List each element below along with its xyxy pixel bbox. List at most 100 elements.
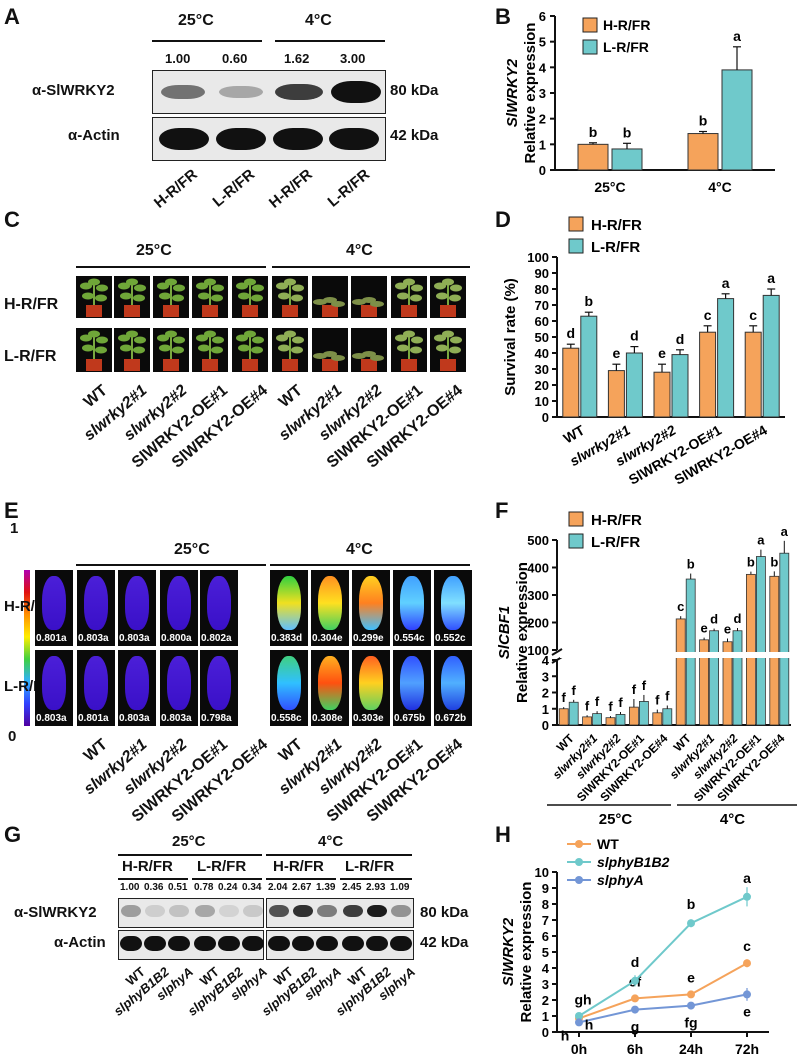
plant-icon [352, 297, 384, 317]
leaf-image: 0.798a [200, 650, 238, 726]
y-axis-label: SlWRKY2Relative expression [504, 23, 539, 164]
significance-letter: b [585, 293, 594, 309]
temp-4-line [270, 564, 470, 566]
fvfm-value: 0.803a [119, 633, 150, 644]
y-tick-label: 10 [535, 865, 549, 880]
row-label-wrky: α-SlWRKY2 [32, 82, 115, 99]
plant-photo [312, 276, 348, 318]
plant-photo [430, 328, 466, 372]
y-tick-label: 400 [527, 561, 549, 576]
blot-band [329, 128, 379, 150]
y-tick-label: 4 [542, 961, 550, 976]
temp-4-line [266, 854, 412, 856]
band-value: 1.39 [316, 882, 336, 893]
significance-letter: b [770, 554, 778, 569]
fvfm-value: 0.552c [435, 633, 466, 644]
series-line [578, 962, 748, 1020]
bar [662, 708, 673, 726]
significance-letter: c [749, 307, 757, 323]
bar [577, 143, 609, 171]
band-value: 0.78 [194, 882, 214, 893]
bar [611, 148, 643, 171]
plant-photo [351, 328, 387, 372]
blot-band [390, 936, 412, 951]
bar [687, 133, 719, 171]
blot-band [367, 905, 387, 917]
bar [732, 630, 743, 726]
condition-label: L-R/FR [197, 858, 247, 875]
leaf-image: 0.299e [352, 570, 390, 646]
significance-letter: b [687, 557, 695, 572]
plant-photo [76, 328, 112, 372]
fvfm-value: 0.672b [435, 713, 467, 724]
plant-icon [434, 330, 462, 371]
bar [744, 331, 762, 418]
blot-band [145, 905, 165, 917]
y-tick-label: 2 [539, 112, 546, 127]
data-point [631, 994, 639, 1003]
significance-letter: a [757, 533, 765, 548]
blot-band [161, 85, 205, 99]
axis-break [551, 648, 563, 656]
blot-wrky-strip [152, 70, 386, 114]
fvfm-value: 0.299e [353, 633, 384, 644]
legend-swatch-h [568, 511, 584, 527]
blot-wrky-4 [266, 898, 414, 928]
lane-label: L-R/FR [209, 166, 258, 211]
y-tick-label: 1 [542, 702, 549, 717]
legend-swatch-h [568, 216, 584, 232]
plant-photo [114, 328, 150, 372]
panel-letter-d: D [495, 207, 511, 232]
scale-label: 5cm [452, 375, 467, 382]
condition-label: H-R/FR [273, 858, 324, 875]
significance-letter: g [631, 1019, 640, 1035]
band-value: 1.62 [284, 51, 310, 66]
plant-icon [276, 330, 304, 371]
plant-icon [276, 278, 304, 317]
plant-photo [232, 328, 268, 372]
blot-band [242, 936, 264, 951]
plant-photo [153, 276, 189, 318]
row-label-h: H-R/FR [4, 296, 59, 313]
significance-letter: c [677, 599, 684, 614]
bar [652, 712, 663, 726]
panel-letter-a: A [4, 4, 20, 29]
bar [762, 294, 780, 418]
fvfm-value: 0.802a [201, 633, 232, 644]
leaf-shape [400, 656, 424, 710]
plant-photo [351, 276, 387, 318]
y-tick-label: 5 [542, 945, 549, 960]
y-axis-label: Survival rate (%) [502, 278, 519, 396]
x-tick-label: WT [560, 422, 587, 447]
leaf-shape [277, 656, 301, 710]
series-line [578, 993, 748, 1024]
temp-25-line [76, 266, 266, 268]
y-tick-label: 8 [542, 897, 549, 912]
fvfm-value: 0.675b [394, 713, 426, 724]
y-tick-label: 1 [542, 1009, 549, 1024]
bar [607, 370, 625, 418]
blot-band [342, 936, 364, 951]
fvfm-value: 0.803a [78, 633, 109, 644]
data-point [575, 1012, 583, 1020]
y-tick-label: 6 [539, 9, 546, 24]
plant-icon [118, 278, 146, 317]
plant-icon [236, 330, 264, 371]
blot-band [366, 936, 388, 951]
y-tick-label: 60 [535, 314, 549, 329]
blot-band [343, 905, 363, 917]
scale-bottom: 0 [8, 728, 17, 745]
plant-photo [114, 276, 150, 318]
significance-letter: f [595, 694, 600, 709]
leaf-image: 0.803a [160, 650, 198, 726]
significance-letter: e [687, 969, 695, 985]
significance-letter: d [710, 612, 718, 627]
legend-label-l: L-R/FR [603, 39, 649, 55]
leaf-image: 0.554c [393, 570, 431, 646]
blot-band [144, 936, 166, 951]
data-point [687, 990, 695, 999]
y-tick-label: 50 [535, 330, 549, 345]
bar [568, 701, 579, 726]
legend-label-h: H-R/FR [591, 217, 642, 234]
kda-42: 42 kDa [420, 934, 469, 951]
